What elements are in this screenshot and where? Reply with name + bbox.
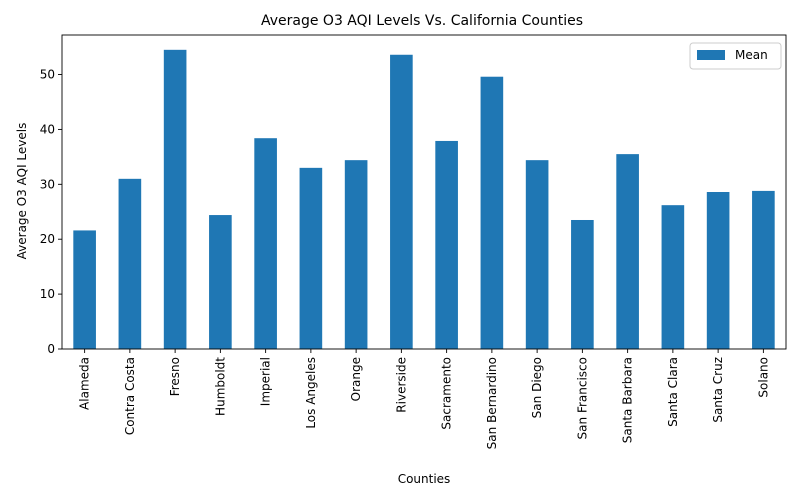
chart-title: Average O3 AQI Levels Vs. California Cou… <box>261 13 583 29</box>
x-tick-label: Contra Costa <box>123 357 137 435</box>
bar-san-diego <box>525 160 549 349</box>
x-tick-label: Sacramento <box>440 357 454 430</box>
x-tick-label: Riverside <box>394 357 408 413</box>
x-tick-label: San Diego <box>530 357 544 418</box>
legend-box <box>689 42 782 70</box>
bar-fresno <box>163 49 187 349</box>
bar-imperial <box>254 138 277 349</box>
bar-san-bernardino <box>480 76 504 350</box>
bar-santa-barbara <box>616 154 639 349</box>
x-tick-label: Fresno <box>168 357 182 396</box>
y-axis-ticks: 0 10 20 30 40 50 <box>40 68 62 356</box>
x-tick-label: Imperial <box>259 357 273 406</box>
bar-solano <box>752 190 775 349</box>
legend: Mean <box>689 42 782 70</box>
bar-san-francisco <box>571 219 594 349</box>
y-axis-label: Average O3 AQI Levels <box>15 123 29 260</box>
bar-santa-cruz <box>706 192 730 349</box>
x-axis-label: Counties <box>398 472 451 486</box>
y-tick-label: 10 <box>40 287 55 301</box>
bars-group <box>73 49 775 350</box>
x-tick-label: San Bernardino <box>485 357 499 449</box>
bar-contra-costa <box>118 178 142 349</box>
bar-santa-clara <box>661 205 685 349</box>
x-axis-ticks: Alameda Contra Costa Fresno Humboldt Imperia… <box>78 349 770 449</box>
x-tick-label: Orange <box>349 357 363 401</box>
x-tick-label: Santa Barbara <box>621 357 635 443</box>
x-tick-label: Santa Clara <box>666 357 680 427</box>
bar-riverside <box>390 54 413 349</box>
y-tick-label: 40 <box>40 122 55 136</box>
y-tick-label: 30 <box>40 177 55 191</box>
x-tick-label: Humboldt <box>213 357 227 416</box>
y-tick-label: 20 <box>40 232 55 246</box>
x-tick-label: Santa Cruz <box>711 357 725 423</box>
bar-sacramento <box>435 140 458 349</box>
y-tick-label: 0 <box>47 342 55 356</box>
y-tick-label: 50 <box>40 68 55 82</box>
bar-humboldt <box>209 215 232 349</box>
bar-alameda <box>73 230 96 349</box>
x-tick-label: Alameda <box>78 357 92 410</box>
plot-area-frame <box>61 34 787 350</box>
legend-label-mean: Mean <box>735 48 768 62</box>
x-tick-label: Los Angeles <box>304 357 318 429</box>
legend-swatch-mean <box>697 50 725 60</box>
x-tick-label: San Francisco <box>575 357 589 439</box>
x-tick-label: Solano <box>756 357 770 398</box>
bar-los-angeles <box>299 167 323 349</box>
bar-orange <box>344 160 368 349</box>
